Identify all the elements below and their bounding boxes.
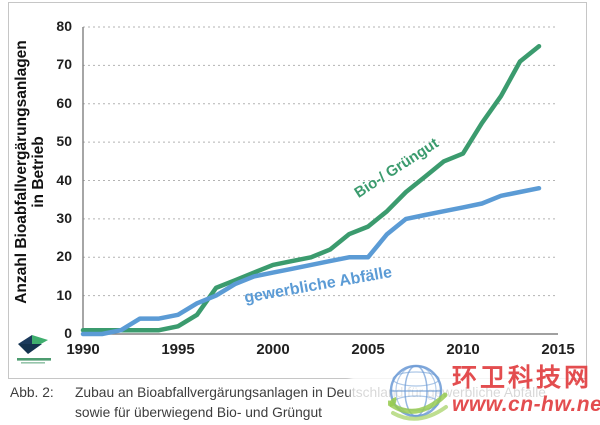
y-tick-label: 60 xyxy=(56,94,72,111)
y-tick-label: 50 xyxy=(56,133,72,150)
y-tick-label: 20 xyxy=(56,248,72,265)
y-tick-label: 10 xyxy=(56,286,72,303)
x-tick-label: 2000 xyxy=(256,341,290,358)
witzenhausen-institut-logo xyxy=(15,332,55,368)
logo-icon xyxy=(17,335,51,364)
figure-caption-line2: sowie für überwiegend Bio- und Grüngut xyxy=(75,405,322,420)
watermark-background xyxy=(350,365,578,423)
x-tick-label: 1990 xyxy=(66,341,100,358)
y-tick-label: 0 xyxy=(64,325,72,341)
x-tick-label: 2015 xyxy=(541,341,575,358)
x-tick-label: 2005 xyxy=(351,341,385,358)
x-tick-label: 1995 xyxy=(161,341,195,358)
y-axis-title: Anzahl Bioabfallvergärungsanlagen in Bet… xyxy=(13,22,47,322)
y-tick-label: 40 xyxy=(56,171,72,188)
y-tick-label: 80 xyxy=(56,18,72,34)
figure-caption-label: Abb. 2: xyxy=(10,385,54,400)
chart-frame xyxy=(8,2,587,379)
y-axis-title-line1: Anzahl Bioabfallvergärungsanlagen xyxy=(13,40,30,304)
y-tick-label: 30 xyxy=(56,209,72,226)
x-tick-label: 2010 xyxy=(446,341,480,358)
y-axis-title-line2: in Betrieb xyxy=(30,136,47,208)
y-tick-label: 70 xyxy=(56,56,72,73)
